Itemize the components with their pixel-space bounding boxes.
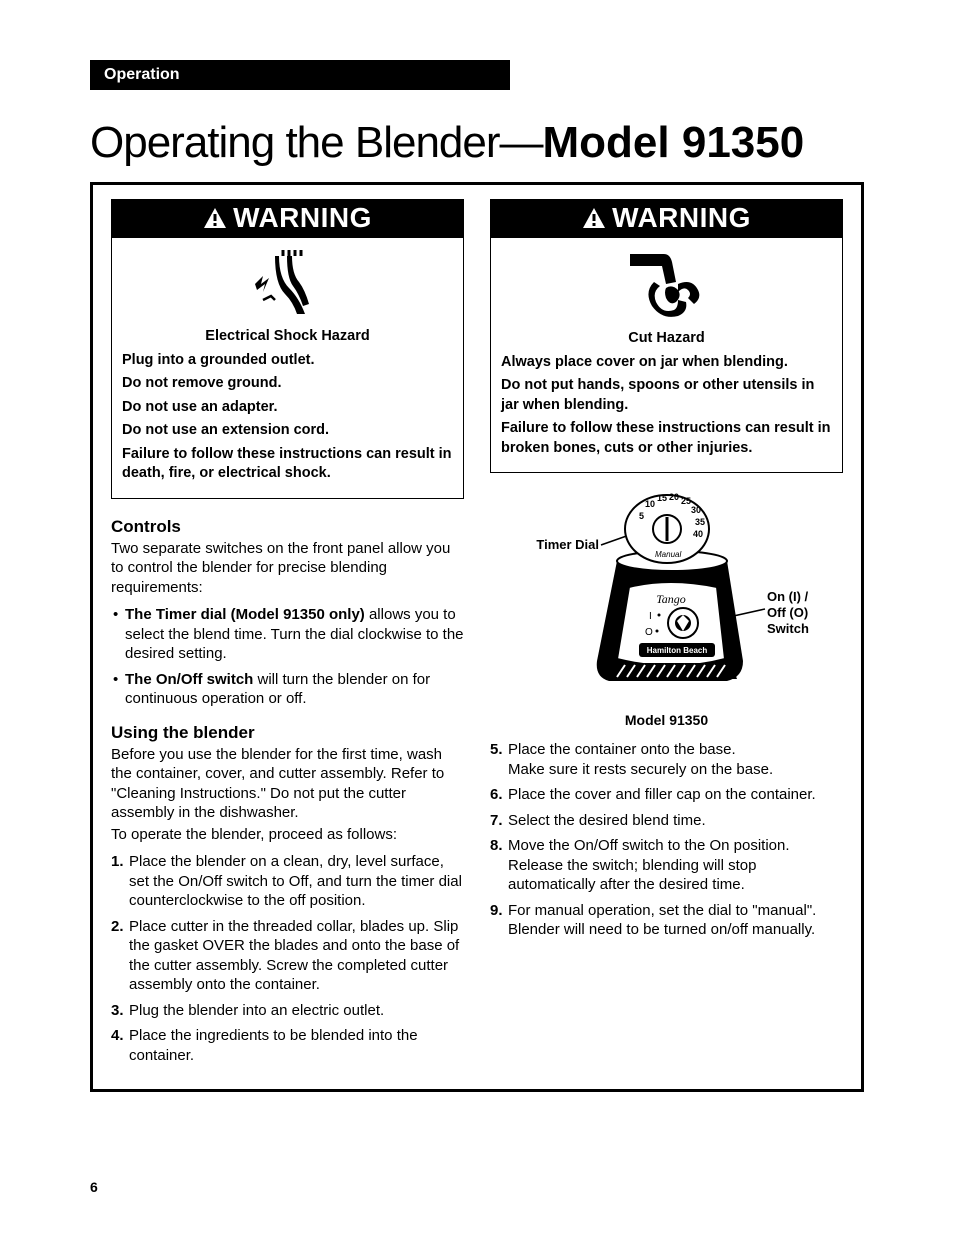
warning-header: WARNING — [491, 200, 842, 238]
cut-hazard-icon — [622, 248, 712, 318]
step: Place cutter in the threaded collar, bla… — [129, 917, 464, 995]
content-box: WARNING Electrical Shock Hazard Plug int… — [90, 182, 864, 1092]
step: Place the blender on a clean, dry, level… — [129, 852, 464, 911]
left-column: WARNING Electrical Shock Hazard Plug int… — [111, 199, 464, 1071]
list-item: The On/Off switch will turn the blender … — [125, 670, 464, 709]
alert-triangle-icon — [203, 207, 227, 229]
warning-line: Failure to follow these instructions can… — [501, 419, 832, 458]
controls-intro: Two separate switches on the front panel… — [111, 539, 464, 598]
switch-i: I — [649, 611, 652, 622]
alert-triangle-icon — [582, 207, 606, 229]
brand-tango: Tango — [656, 592, 686, 606]
section-tab: Operation — [90, 60, 510, 90]
electrical-shock-icon — [249, 248, 327, 316]
bullet-bold: The Timer dial (Model 91350 only) — [125, 606, 365, 623]
warning-line: Do not put hands, spoons or other utensi… — [501, 376, 832, 415]
warning-label: WARNING — [612, 202, 751, 234]
controls-bullets: The Timer dial (Model 91350 only) allows… — [111, 605, 464, 709]
dial-manual: Manual — [655, 550, 681, 559]
dial-tick: 35 — [695, 517, 705, 527]
dial-tick: 5 — [639, 511, 644, 521]
dial-tick: 20 — [669, 492, 679, 502]
warning-line: Do not remove ground. — [122, 374, 453, 394]
warning-line: Failure to follow these instructions can… — [122, 445, 453, 484]
warning-electrical: WARNING Electrical Shock Hazard Plug int… — [111, 199, 464, 499]
step: Move the On/Off switch to the On positio… — [508, 836, 843, 895]
warning-body: Cut Hazard Always place cover on jar whe… — [491, 329, 842, 472]
warning-line: Plug into a grounded outlet. — [122, 351, 453, 371]
step: Plug the blender into an electric outlet… — [129, 1001, 464, 1021]
step: Place the container onto the base. Make … — [508, 740, 843, 779]
dial-tick: 40 — [693, 529, 703, 539]
dial-tick: 30 — [691, 505, 701, 515]
bullet-bold: The On/Off switch — [125, 671, 253, 688]
warning-line: Always place cover on jar when blending. — [501, 353, 832, 373]
list-item: The Timer dial (Model 91350 only) allows… — [125, 605, 464, 664]
dial-tick: 10 — [645, 499, 655, 509]
switch-label-line1: On (I) / — [767, 589, 809, 604]
step: Place the ingredients to be blended into… — [129, 1026, 464, 1065]
dial-tick: 15 — [657, 493, 667, 503]
diagram-caption: Model 91350 — [490, 712, 843, 728]
blender-base-icon: Timer Dial On (I) / Off (O) Switch — [517, 491, 817, 701]
warning-line: Do not use an adapter. — [122, 398, 453, 418]
using-intro1: Before you use the blender for the first… — [111, 745, 464, 823]
step: For manual operation, set the dial to "m… — [508, 901, 843, 940]
warning-cut: WARNING Cut Hazard Always place cover on… — [490, 199, 843, 473]
hazard-title: Electrical Shock Hazard — [122, 327, 453, 347]
switch-label-line2: Off (O) — [767, 605, 808, 620]
warning-header: WARNING — [112, 200, 463, 238]
controls-heading: Controls — [111, 517, 464, 537]
using-intro2: To operate the blender, proceed as follo… — [111, 825, 464, 845]
hazard-title: Cut Hazard — [501, 329, 832, 349]
shock-icon-wrap — [112, 238, 463, 327]
warning-label: WARNING — [233, 202, 372, 234]
right-column: WARNING Cut Hazard Always place cover on… — [490, 199, 843, 1071]
switch-label-line3: Switch — [767, 621, 809, 636]
step: Select the desired blend time. — [508, 811, 843, 831]
steps-left: Place the blender on a clean, dry, level… — [111, 852, 464, 1065]
steps-right: Place the container onto the base. Make … — [490, 740, 843, 940]
warning-line: Do not use an extension cord. — [122, 421, 453, 441]
page-title: Operating the Blender—Model 91350 — [90, 118, 864, 168]
dial-tick: 25 — [681, 496, 691, 506]
warning-body: Electrical Shock Hazard Plug into a grou… — [112, 327, 463, 498]
timer-label-1: Timer Dial — [536, 537, 599, 552]
title-model: Model 91350 — [543, 118, 805, 167]
title-prefix: Operating the Blender— — [90, 118, 543, 167]
blender-diagram: Timer Dial On (I) / Off (O) Switch — [490, 491, 843, 728]
page-number: 6 — [90, 1179, 98, 1195]
switch-o: O — [645, 627, 653, 638]
brand-label: Hamilton Beach — [646, 646, 707, 655]
using-heading: Using the blender — [111, 723, 464, 743]
step: Place the cover and filler cap on the co… — [508, 785, 843, 805]
cut-icon-wrap — [491, 238, 842, 329]
